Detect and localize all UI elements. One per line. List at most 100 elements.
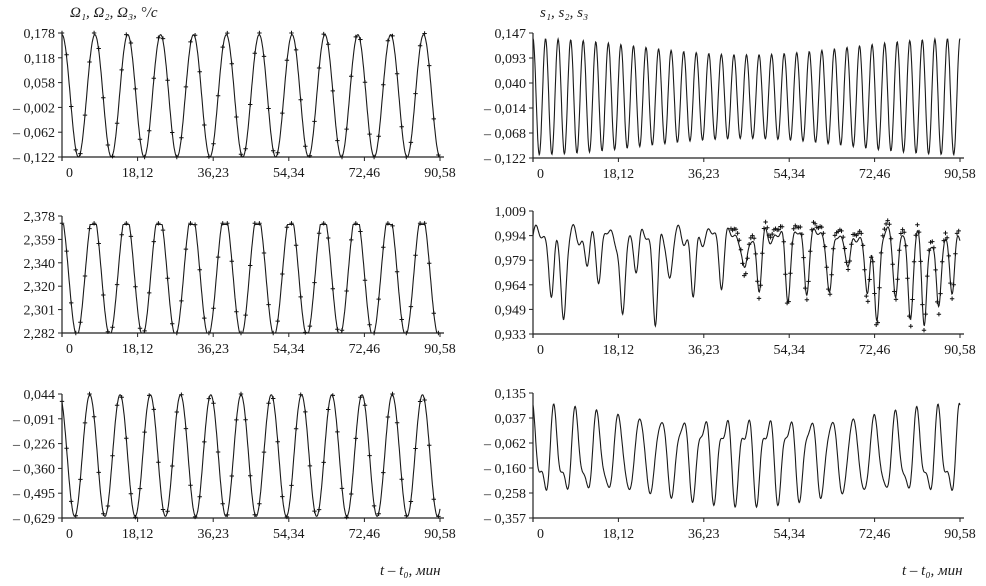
data-point-marker xyxy=(243,146,248,151)
data-point-marker xyxy=(860,243,866,248)
data-point-marker xyxy=(865,299,871,304)
data-point-marker xyxy=(376,511,381,516)
data-point-marker xyxy=(427,63,432,68)
data-point-marker xyxy=(151,76,156,81)
data-point-marker xyxy=(234,309,239,314)
data-point-marker xyxy=(110,325,115,330)
data-point-marker xyxy=(798,224,803,230)
data-point-marker xyxy=(69,104,74,109)
x-tick-label: 54,34 xyxy=(773,343,805,358)
data-point-marker xyxy=(316,231,322,236)
data-point-marker xyxy=(385,221,391,226)
data-point-marker xyxy=(78,151,83,156)
data-point-marker xyxy=(229,61,234,66)
data-point-marker xyxy=(799,232,805,237)
data-point-marker xyxy=(751,236,757,241)
data-point-marker xyxy=(951,282,956,287)
data-point-marker xyxy=(229,473,234,479)
data-point-marker xyxy=(119,232,124,237)
data-point-marker xyxy=(417,399,423,404)
data-point-marker xyxy=(944,235,950,240)
data-point-marker xyxy=(289,30,294,36)
data-point-marker xyxy=(73,513,78,518)
data-point-marker xyxy=(137,326,143,331)
data-point-marker xyxy=(758,283,763,288)
y-tick-label: 0,178 xyxy=(24,27,56,42)
data-point-marker xyxy=(225,30,230,36)
data-point-marker xyxy=(147,290,152,296)
data-point-marker xyxy=(839,228,844,234)
data-point-marker xyxy=(202,315,207,321)
data-point-marker xyxy=(890,262,895,267)
data-point-marker xyxy=(335,327,340,332)
data-point-marker xyxy=(763,219,768,225)
data-point-marker xyxy=(829,272,834,277)
data-point-marker xyxy=(362,278,368,283)
data-point-marker xyxy=(225,512,230,518)
data-point-marker xyxy=(179,135,184,140)
data-point-marker xyxy=(831,246,836,251)
data-point-marker xyxy=(280,110,285,116)
data-point-marker xyxy=(243,417,248,422)
data-point-marker xyxy=(183,84,189,90)
data-point-marker xyxy=(761,226,767,231)
data-point-marker xyxy=(316,65,322,71)
x-tick-label: 72,46 xyxy=(859,167,891,182)
data-point-marker xyxy=(142,429,147,435)
data-point-marker xyxy=(907,313,912,319)
data-point-marker xyxy=(745,256,750,261)
data-point-marker xyxy=(750,233,755,238)
data-point-marker xyxy=(765,225,770,230)
data-point-marker xyxy=(779,224,785,229)
y-tick-label: 2,282 xyxy=(24,327,56,342)
data-point-marker xyxy=(362,403,368,408)
x-tick-label: 18,12 xyxy=(122,527,154,542)
data-point-marker xyxy=(192,222,198,227)
y-tick-label: – 0,062 xyxy=(12,126,55,141)
data-point-marker xyxy=(156,35,161,40)
data-point-marker xyxy=(869,255,874,260)
data-point-marker xyxy=(394,420,400,425)
data-point-marker xyxy=(69,499,74,504)
data-point-marker xyxy=(760,251,765,256)
data-point-marker xyxy=(188,39,193,45)
x-tick-label: 18,12 xyxy=(603,343,635,358)
data-point-marker xyxy=(735,231,740,236)
data-point-marker xyxy=(266,401,271,406)
data-point-marker xyxy=(280,494,285,499)
x-tick-label: 0 xyxy=(537,527,544,542)
x-tick-label: 18,12 xyxy=(603,527,635,542)
data-point-marker xyxy=(404,330,409,336)
data-point-marker xyxy=(812,221,818,226)
y-tick-label: – 0,495 xyxy=(12,487,55,502)
x-tick-label: 90,58 xyxy=(944,343,976,358)
data-point-marker xyxy=(335,429,340,435)
y-tick-label: – 0,360 xyxy=(12,462,55,477)
data-point-marker xyxy=(753,251,758,257)
data-point-marker xyxy=(275,318,280,324)
data-point-marker xyxy=(321,31,326,37)
y-tick-label: 0,964 xyxy=(495,279,527,294)
data-point-marker xyxy=(832,233,838,238)
data-point-marker xyxy=(174,330,179,336)
data-point-marker xyxy=(431,116,436,122)
data-point-marker xyxy=(142,154,147,160)
data-point-marker xyxy=(880,233,885,238)
y-tick-label: 0,994 xyxy=(495,230,527,245)
data-point-marker xyxy=(307,463,313,469)
x-tick-label: 72,46 xyxy=(349,166,381,181)
data-point-marker xyxy=(215,93,221,98)
data-point-marker xyxy=(257,30,262,36)
data-point-marker xyxy=(82,112,88,118)
data-point-marker xyxy=(170,463,175,469)
data-point-marker xyxy=(842,246,847,251)
data-point-marker xyxy=(872,291,877,296)
data-point-marker xyxy=(64,52,69,57)
data-point-marker xyxy=(128,40,134,46)
data-point-marker xyxy=(344,288,349,294)
data-point-marker xyxy=(114,121,120,126)
data-point-marker xyxy=(903,243,909,248)
data-point-marker xyxy=(59,30,65,36)
data-point-marker xyxy=(353,34,358,40)
y-tick-label: 0,093 xyxy=(495,52,527,67)
